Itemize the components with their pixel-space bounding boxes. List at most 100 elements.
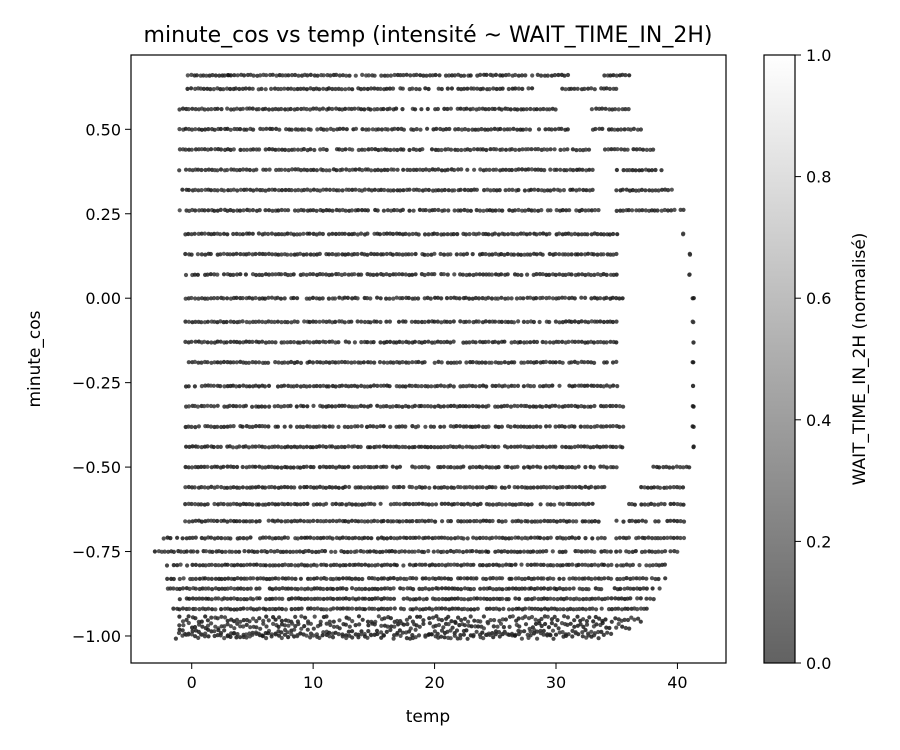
scatter-point: [203, 167, 208, 173]
scatter-point: [237, 319, 242, 324]
scatter-point: [486, 295, 491, 300]
scatter-point: [311, 167, 316, 172]
scatter-point: [266, 631, 271, 636]
scatter-point: [183, 502, 188, 507]
scatter-point: [384, 251, 389, 257]
scatter-point: [301, 404, 306, 409]
scatter-point: [186, 404, 191, 409]
scatter-point: [476, 231, 481, 236]
scatter-point: [347, 484, 352, 490]
scatter-point: [235, 596, 240, 602]
scatter-point: [593, 614, 598, 620]
scatter-point: [217, 73, 222, 78]
scatter-point: [436, 586, 441, 591]
scatter-point: [583, 502, 588, 507]
scatter-point: [541, 632, 546, 637]
scatter-point: [451, 232, 456, 237]
scatter-point: [273, 563, 278, 568]
scatter-point: [241, 624, 246, 629]
scatter-point: [225, 586, 230, 591]
scatter-point: [452, 502, 457, 507]
scatter-point: [359, 107, 364, 112]
scatter-point: [327, 634, 332, 639]
scatter-point: [235, 127, 240, 132]
scatter-point: [196, 360, 201, 365]
scatter-point: [366, 563, 371, 568]
scatter-point: [560, 465, 565, 470]
scatter-point: [607, 384, 613, 389]
scatter-point: [388, 535, 393, 541]
scatter-point: [410, 424, 415, 429]
scatter-point: [327, 424, 332, 429]
scatter-point: [505, 232, 511, 237]
scatter-point: [350, 296, 355, 301]
scatter-point: [484, 632, 489, 638]
scatter-point: [263, 106, 268, 111]
scatter-point: [388, 616, 393, 621]
scatter-point: [484, 518, 489, 524]
scatter-point: [626, 107, 631, 112]
scatter-point: [269, 484, 274, 490]
scatter-point: [228, 147, 233, 152]
scatter-point: [560, 444, 565, 449]
scatter-point: [388, 188, 393, 193]
scatter-point: [553, 632, 559, 637]
colorbar-tick-label: 0.8: [806, 168, 831, 187]
scatter-point: [406, 295, 411, 301]
scatter-point: [629, 615, 634, 620]
scatter-point: [369, 147, 374, 152]
scatter-point: [681, 465, 686, 470]
scatter-point: [576, 549, 581, 554]
scatter-point: [387, 296, 392, 301]
scatter-point: [190, 576, 195, 582]
scatter-point: [189, 295, 194, 301]
scatter-point: [206, 596, 211, 601]
scatter-point: [369, 251, 374, 256]
scatter-point: [581, 597, 586, 602]
scatter-point: [276, 252, 281, 257]
scatter-point: [435, 231, 440, 237]
scatter-point: [502, 360, 507, 365]
scatter-point: [269, 86, 274, 91]
scatter-point: [484, 596, 490, 602]
scatter-point: [481, 636, 486, 641]
scatter-point: [428, 404, 434, 409]
scatter-point: [455, 501, 460, 506]
scatter-point: [368, 272, 373, 277]
scatter-point: [658, 485, 663, 490]
scatter-point: [282, 632, 287, 637]
scatter-point: [448, 562, 453, 567]
scatter-point: [573, 631, 578, 636]
scatter-points: [152, 72, 696, 641]
scatter-point: [459, 147, 464, 153]
scatter-point: [656, 549, 661, 554]
scatter-point: [496, 340, 501, 345]
scatter-point: [205, 444, 210, 449]
scatter-point: [573, 502, 579, 507]
scatter-point: [186, 484, 191, 490]
scatter-point: [192, 485, 197, 490]
scatter-point: [324, 607, 329, 612]
scatter-point: [305, 586, 311, 591]
scatter-point: [583, 465, 588, 470]
scatter-point: [337, 403, 342, 408]
scatter-point: [552, 147, 557, 152]
scatter-point: [576, 232, 581, 237]
scatter-point: [199, 127, 204, 132]
scatter-point: [539, 607, 544, 612]
scatter-point: [474, 485, 479, 490]
scatter-point: [543, 465, 549, 470]
scatter-point: [630, 208, 635, 213]
scatter-point: [201, 86, 206, 91]
scatter-point: [378, 501, 383, 506]
scatter-point: [464, 360, 469, 365]
colorbar: [763, 54, 796, 664]
scatter-point: [439, 586, 445, 591]
scatter-point: [381, 485, 386, 490]
scatter-point: [259, 86, 264, 91]
scatter-point: [285, 519, 290, 524]
scatter-point: [301, 272, 306, 277]
scatter-point: [562, 73, 567, 78]
scatter-point: [409, 319, 414, 324]
scatter-point: [289, 73, 295, 78]
